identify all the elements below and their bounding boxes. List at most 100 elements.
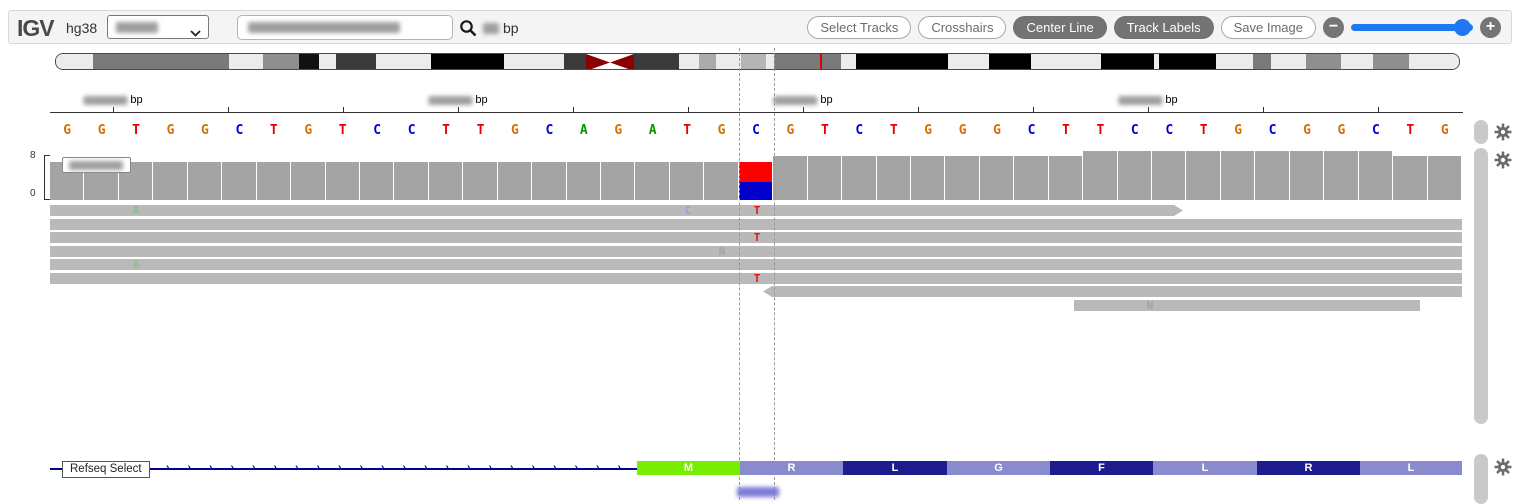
ruler-tick xyxy=(343,107,344,112)
coverage-bar[interactable] xyxy=(807,156,843,200)
ideogram-band xyxy=(1159,54,1216,69)
coverage-bar[interactable] xyxy=(1324,150,1359,200)
coverage-bar[interactable] xyxy=(1083,150,1118,200)
ideogram-band xyxy=(1409,54,1459,69)
reference-base: G xyxy=(1440,123,1449,138)
coverage-bar[interactable] xyxy=(187,161,223,200)
coverage-bar[interactable] xyxy=(773,156,808,200)
ruler-position-redacted xyxy=(83,95,128,105)
coverage-bar[interactable] xyxy=(463,161,498,200)
coverage-bar[interactable] xyxy=(532,161,567,200)
coverage-bar[interactable] xyxy=(256,161,292,200)
track-scrollbar-thumb[interactable] xyxy=(1474,454,1488,504)
coverage-bar[interactable] xyxy=(153,161,188,200)
coverage-bar[interactable] xyxy=(635,161,670,200)
coverage-bar[interactable] xyxy=(1048,156,1084,200)
alignment-read[interactable] xyxy=(50,259,1462,270)
alignment-read[interactable] xyxy=(1074,299,1420,311)
codon-M[interactable]: M xyxy=(637,461,740,475)
button-track-labels[interactable]: Track Labels xyxy=(1113,16,1214,39)
coverage-bar[interactable] xyxy=(1014,156,1049,200)
coverage-bar[interactable] xyxy=(945,156,980,200)
alignment-read[interactable] xyxy=(50,232,1462,243)
locus-search-input[interactable] xyxy=(237,15,453,40)
alignment-read[interactable] xyxy=(50,205,1183,216)
zoom-slider[interactable] xyxy=(1351,17,1473,38)
button-crosshairs[interactable]: Crosshairs xyxy=(918,16,1007,39)
gene-track-label: Refseq Select xyxy=(62,461,150,478)
coverage-bar[interactable] xyxy=(428,161,464,200)
ruler-baseline xyxy=(50,112,1463,113)
coverage-axis-line xyxy=(44,155,45,200)
coverage-bar[interactable] xyxy=(1186,150,1221,200)
coverage-bar[interactable] xyxy=(601,161,636,200)
locus-value-redacted xyxy=(248,22,400,33)
coverage-variant-alt[interactable] xyxy=(738,161,774,182)
codon-R[interactable]: R xyxy=(740,461,843,475)
alignment-read[interactable] xyxy=(763,286,1462,297)
chromosome-select[interactable] xyxy=(107,15,209,39)
mismatch-base-T: T xyxy=(753,271,761,285)
coverage-bar[interactable] xyxy=(1358,150,1394,200)
reference-base: C xyxy=(1165,123,1174,138)
coverage-bar[interactable] xyxy=(222,161,257,200)
chromosome-ideogram[interactable] xyxy=(55,53,1460,70)
coverage-bar[interactable] xyxy=(1152,150,1187,200)
alignment-read[interactable] xyxy=(50,272,1462,284)
strand-arrow-icon: › xyxy=(553,462,557,473)
coverage-bar[interactable] xyxy=(566,161,602,200)
coverage-bar[interactable] xyxy=(1427,156,1462,200)
ideogram-band xyxy=(431,54,504,69)
ideogram-band xyxy=(741,54,766,69)
track-scrollbar-thumb[interactable] xyxy=(1474,120,1488,144)
ideogram-band xyxy=(1101,54,1154,69)
reference-base: C xyxy=(407,123,416,138)
ideogram-band xyxy=(634,54,679,69)
coverage-bar[interactable] xyxy=(876,156,911,200)
coverage-bar[interactable] xyxy=(910,156,946,200)
mismatch-base-N: N xyxy=(718,244,726,258)
strand-arrow-icon: › xyxy=(230,462,234,473)
button-save-image[interactable]: Save Image xyxy=(1220,16,1316,39)
codon-L[interactable]: L xyxy=(1153,461,1257,475)
coverage-bar[interactable] xyxy=(842,156,877,200)
coverage-variant-ref[interactable] xyxy=(738,181,774,200)
track-settings-gear-icon[interactable] xyxy=(1494,151,1512,169)
coverage-bar[interactable] xyxy=(394,161,429,200)
alignment-read[interactable] xyxy=(50,245,1462,257)
zoom-in-button[interactable]: + xyxy=(1480,17,1501,38)
coverage-bar[interactable] xyxy=(1255,150,1290,200)
coverage-bar[interactable] xyxy=(1289,150,1325,200)
alignment-read[interactable] xyxy=(50,218,1462,230)
strand-arrow-icon: › xyxy=(617,462,621,473)
reference-base: C xyxy=(752,123,760,138)
coverage-bar[interactable] xyxy=(1117,150,1153,200)
zoom-out-button[interactable]: − xyxy=(1323,17,1344,38)
codon-L[interactable]: L xyxy=(1360,461,1462,475)
coverage-bar[interactable] xyxy=(1220,150,1256,200)
strand-arrow-icon: › xyxy=(596,462,600,473)
track-scrollbar-thumb[interactable] xyxy=(1474,148,1488,424)
zoom-slider-track[interactable] xyxy=(1351,24,1473,31)
coverage-bar[interactable] xyxy=(325,161,360,200)
coverage-bar[interactable] xyxy=(291,161,326,200)
coverage-bar[interactable] xyxy=(704,161,739,200)
strand-arrow-icon: › xyxy=(359,462,363,473)
coverage-bar[interactable] xyxy=(1393,156,1428,200)
codon-L[interactable]: L xyxy=(843,461,947,475)
track-settings-gear-icon[interactable] xyxy=(1494,123,1512,141)
button-select-tracks[interactable]: Select Tracks xyxy=(807,16,912,39)
track-settings-gear-icon[interactable] xyxy=(1494,458,1512,476)
search-icon[interactable] xyxy=(459,19,477,42)
coverage-bar[interactable] xyxy=(497,161,533,200)
zoom-slider-thumb[interactable] xyxy=(1454,19,1472,36)
coverage-bar[interactable] xyxy=(979,156,1015,200)
codon-G[interactable]: G xyxy=(947,461,1050,475)
codon-R[interactable]: R xyxy=(1257,461,1360,475)
button-center-line[interactable]: Center Line xyxy=(1013,16,1107,39)
codon-F[interactable]: F xyxy=(1050,461,1153,475)
coverage-bar[interactable] xyxy=(359,161,395,200)
reference-base: C xyxy=(545,123,554,138)
coverage-bar[interactable] xyxy=(669,161,705,200)
